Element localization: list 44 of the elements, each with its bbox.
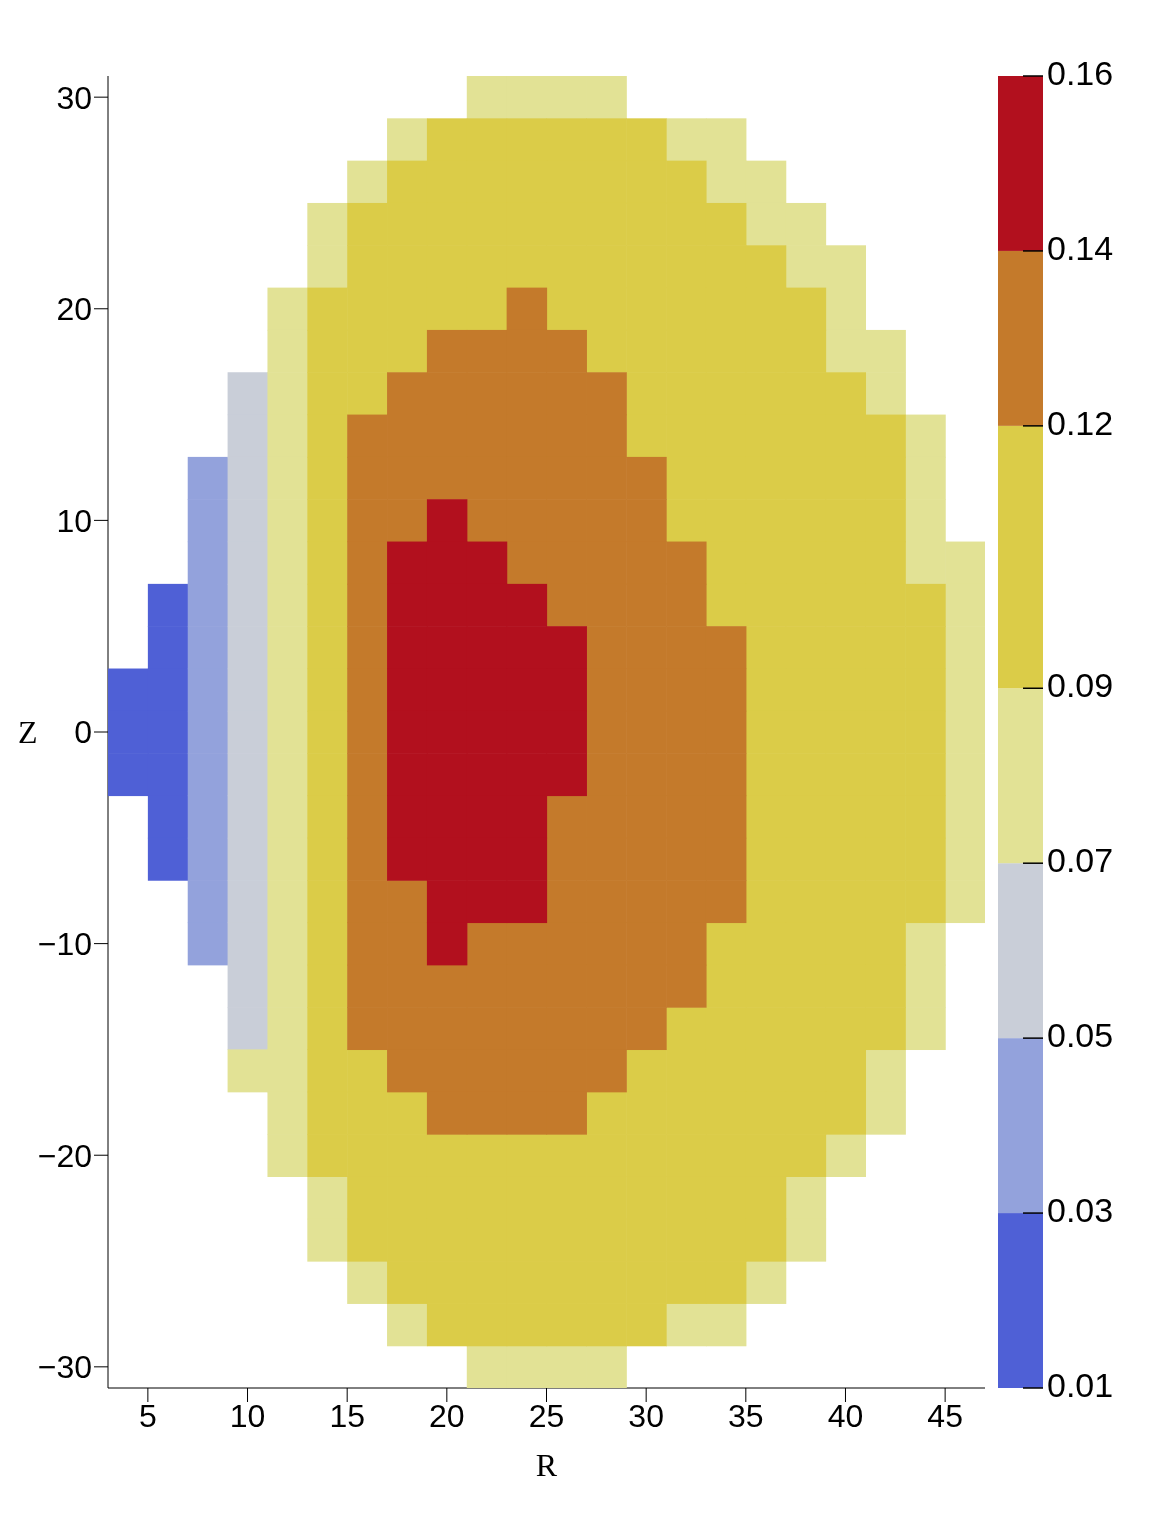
color-bar-label: 0.16 xyxy=(1047,53,1114,92)
x-tick-label: 5 xyxy=(138,1397,157,1434)
x-tick-label: 35 xyxy=(728,1397,764,1434)
y-axis-title: Z xyxy=(18,714,38,751)
point xyxy=(187,583,229,627)
point xyxy=(187,753,229,797)
x-tick-label: 10 xyxy=(229,1397,266,1434)
point xyxy=(147,626,189,670)
point xyxy=(187,456,229,500)
x-tick-label: 25 xyxy=(528,1397,565,1434)
point xyxy=(187,710,229,754)
y-tick-label: 30 xyxy=(56,79,92,116)
point xyxy=(187,922,229,966)
x-tick-label: 30 xyxy=(628,1397,664,1434)
y-tick-label: 10 xyxy=(56,502,92,539)
color-bar-label: 0.09 xyxy=(1047,666,1114,705)
x-tick-label: 45 xyxy=(927,1397,963,1434)
y-tick-label: 20 xyxy=(56,291,92,328)
x-tick-label: 15 xyxy=(329,1397,365,1434)
color-bar-label: 0.05 xyxy=(1047,1016,1114,1055)
y-tick-label: −20 xyxy=(37,1137,92,1174)
point xyxy=(187,626,229,670)
point xyxy=(227,372,269,416)
point xyxy=(108,753,149,797)
color-bar-label: 0.01 xyxy=(1047,1365,1114,1404)
x-axis-title: R xyxy=(535,1447,558,1483)
point xyxy=(546,753,587,797)
y-tick-label: −30 xyxy=(37,1349,92,1386)
point xyxy=(187,499,229,543)
color-bar-label: 0.14 xyxy=(1047,228,1114,267)
color-bar-label: 0.03 xyxy=(1047,1191,1114,1230)
color-bar-label: 0.07 xyxy=(1047,841,1114,880)
point xyxy=(506,583,548,627)
y-tick-label: 0 xyxy=(74,714,92,751)
color-bar-label: 0.12 xyxy=(1047,403,1114,442)
x-tick-label: 40 xyxy=(827,1397,864,1434)
x-tick-label: 20 xyxy=(429,1397,465,1434)
point xyxy=(426,499,468,543)
point xyxy=(227,1007,269,1051)
y-tick-label: −10 xyxy=(37,925,92,962)
point xyxy=(426,922,468,966)
point xyxy=(506,880,548,924)
point xyxy=(147,837,189,881)
point xyxy=(147,583,189,627)
